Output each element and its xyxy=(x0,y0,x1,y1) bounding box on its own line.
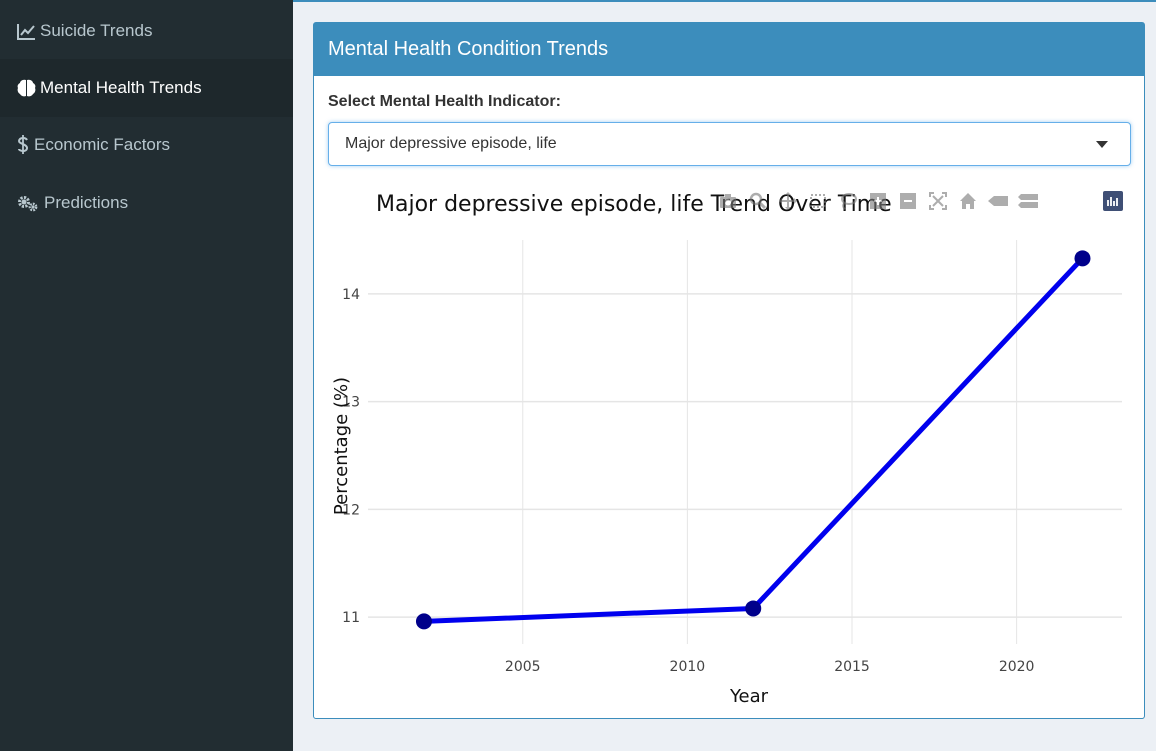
zoom-out-icon[interactable] xyxy=(896,189,920,213)
x-tick-label: 2015 xyxy=(834,659,870,675)
indicator-select[interactable]: Major depressive episode, life xyxy=(328,122,1131,166)
chevron-down-icon xyxy=(1096,141,1108,148)
y-tick-label: 12 xyxy=(342,502,360,518)
x-tick-label: 2020 xyxy=(999,659,1035,675)
plot-modebar xyxy=(716,189,1040,213)
x-tick-label: 2010 xyxy=(670,659,706,675)
sidebar-item-economic-factors[interactable]: Economic Factors xyxy=(0,116,293,174)
sidebar: Suicide Trends Mental Health Trends Econ… xyxy=(0,0,293,751)
autoscale-icon[interactable] xyxy=(926,189,950,213)
zoom-icon[interactable] xyxy=(746,189,770,213)
x-axis-label: Year xyxy=(729,686,769,707)
sidebar-item-predictions[interactable]: Predictions xyxy=(0,174,293,232)
dollar-icon xyxy=(16,135,30,155)
y-tick-label: 13 xyxy=(342,395,360,411)
y-axis-label: Percentage (%) xyxy=(331,377,352,515)
sidebar-item-mental-health-trends[interactable]: Mental Health Trends xyxy=(0,59,293,117)
indicator-select-value: Major depressive episode, life xyxy=(345,135,557,152)
sidebar-item-label: Predictions xyxy=(44,193,129,212)
box-select-icon[interactable] xyxy=(806,189,830,213)
y-tick-label: 14 xyxy=(342,287,360,303)
x-tick-label: 2005 xyxy=(505,659,541,675)
data-point xyxy=(745,600,762,617)
mental-health-trends-panel: Mental Health Condition Trends Select Me… xyxy=(313,22,1145,719)
chart-title: Major depressive episode, life Trend Ove… xyxy=(376,192,892,217)
home-icon[interactable] xyxy=(956,189,980,213)
trend-chart[interactable]: 2005 2010 2015 2020 11 12 13 14 Major depressive… xyxy=(314,170,1144,718)
camera-icon[interactable] xyxy=(716,189,740,213)
sidebar-item-label: Suicide Trends xyxy=(40,21,153,40)
panel-title: Mental Health Condition Trends xyxy=(328,38,609,60)
brain-icon xyxy=(16,78,36,98)
panel-header: Mental Health Condition Trends xyxy=(314,23,1144,76)
plotly-logo-icon[interactable] xyxy=(1101,189,1125,213)
spike-lines-icon[interactable] xyxy=(986,189,1010,213)
y-tick-label: 11 xyxy=(342,610,360,626)
data-point xyxy=(1074,250,1091,267)
gears-icon xyxy=(16,193,40,213)
data-point xyxy=(415,613,432,630)
zoom-in-icon[interactable] xyxy=(866,189,890,213)
line-chart-icon xyxy=(16,21,36,41)
pan-icon[interactable] xyxy=(776,189,800,213)
chart-svg: 2005 2010 2015 2020 11 12 13 14 Major depressive… xyxy=(331,192,1122,707)
sidebar-item-label: Mental Health Trends xyxy=(40,78,202,97)
lasso-icon[interactable] xyxy=(836,189,860,213)
sidebar-item-suicide-trends[interactable]: Suicide Trends xyxy=(0,2,293,60)
compare-hover-icon[interactable] xyxy=(1016,189,1040,213)
indicator-select-label: Select Mental Health Indicator: xyxy=(328,93,561,110)
top-accent-line xyxy=(293,0,1156,2)
sidebar-item-label: Economic Factors xyxy=(34,135,171,154)
